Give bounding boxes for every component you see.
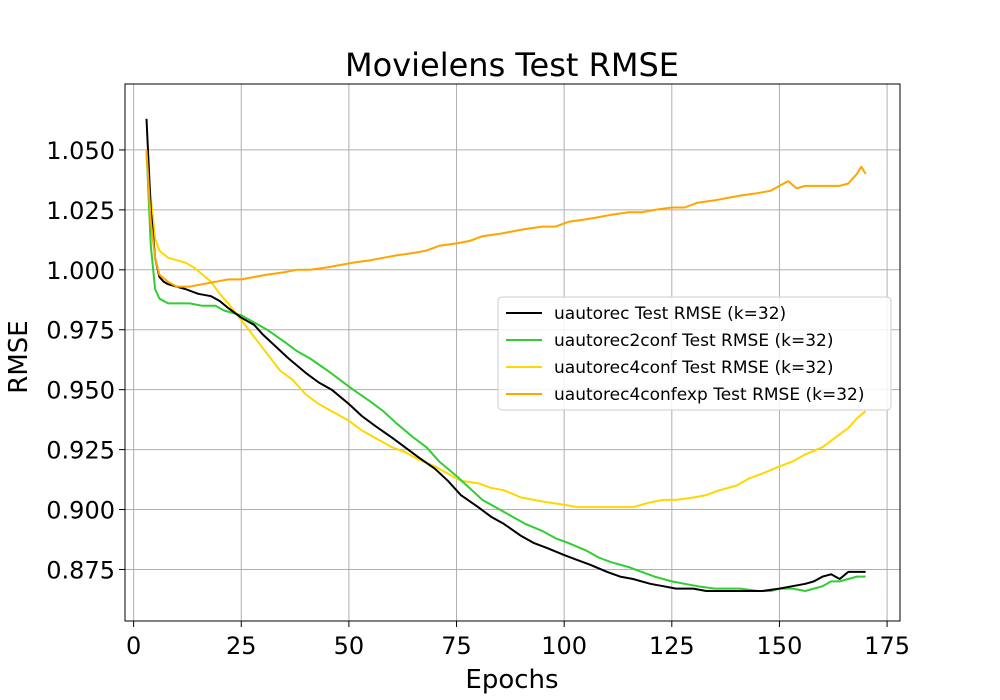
- x-tick-label: 25: [226, 632, 257, 660]
- y-tick-label: 1.000: [46, 257, 115, 285]
- x-axis-label: Epochs: [465, 665, 558, 695]
- x-tick-label: 50: [334, 632, 365, 660]
- y-tick-label: 0.925: [46, 437, 115, 465]
- legend: uautorec Test RMSE (k=32) uautorec2conf T…: [497, 296, 892, 411]
- x-tick-label: 100: [541, 632, 587, 660]
- y-tick-label: 1.025: [46, 197, 115, 225]
- x-axis-ticks: 0 25 50 75 100 125 150 175: [126, 621, 910, 660]
- x-tick-label: 0: [126, 632, 141, 660]
- y-axis-label: RMSE: [4, 320, 34, 393]
- series-lines: [145, 118, 867, 592]
- y-tick-label: 1.050: [46, 137, 115, 165]
- series-line: [145, 156, 867, 509]
- plot-frame: [124, 83, 901, 622]
- legend-box: [497, 296, 892, 411]
- y-tick-label: 0.900: [46, 497, 115, 525]
- legend-label: uautorec4conf Test RMSE (k=32): [554, 358, 833, 378]
- x-tick-label: 150: [757, 632, 803, 660]
- x-tick-label: 175: [864, 632, 910, 660]
- x-tick-label: 75: [441, 632, 472, 660]
- x-tick-label: 125: [649, 632, 695, 660]
- legend-label: uautorec2conf Test RMSE (k=32): [554, 331, 833, 351]
- grid: [125, 84, 900, 621]
- legend-label: uautorec4confexp Test RMSE (k=32): [554, 385, 864, 405]
- series-line: [145, 118, 866, 592]
- y-tick-label: 0.975: [46, 317, 115, 345]
- chart-title: Movielens Test RMSE: [345, 46, 679, 84]
- y-tick-label: 0.875: [46, 556, 115, 584]
- series-line: [145, 149, 867, 288]
- legend-label: uautorec Test RMSE (k=32): [554, 304, 786, 324]
- y-axis-ticks: 0.875 0.900 0.925 0.950 0.975 1.000 1.025 1.050: [46, 137, 125, 584]
- y-tick-label: 0.950: [46, 377, 115, 405]
